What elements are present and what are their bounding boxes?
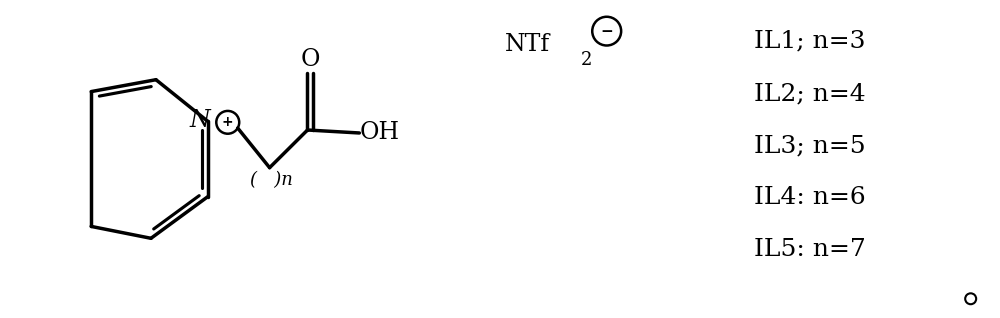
Text: IL1; n=3: IL1; n=3 <box>754 30 866 52</box>
Text: NTf: NTf <box>505 33 550 56</box>
Text: IL3; n=5: IL3; n=5 <box>754 135 866 158</box>
Text: O: O <box>300 48 320 71</box>
Text: IL4: n=6: IL4: n=6 <box>754 186 866 209</box>
Text: N: N <box>190 109 210 132</box>
Text: (   )n: ( )n <box>250 171 293 190</box>
Text: OH: OH <box>359 121 399 144</box>
Text: −: − <box>600 24 613 38</box>
Text: 2: 2 <box>581 51 592 69</box>
Text: IL2; n=4: IL2; n=4 <box>754 82 866 105</box>
Text: +: + <box>222 115 234 129</box>
Text: IL5: n=7: IL5: n=7 <box>754 238 866 261</box>
